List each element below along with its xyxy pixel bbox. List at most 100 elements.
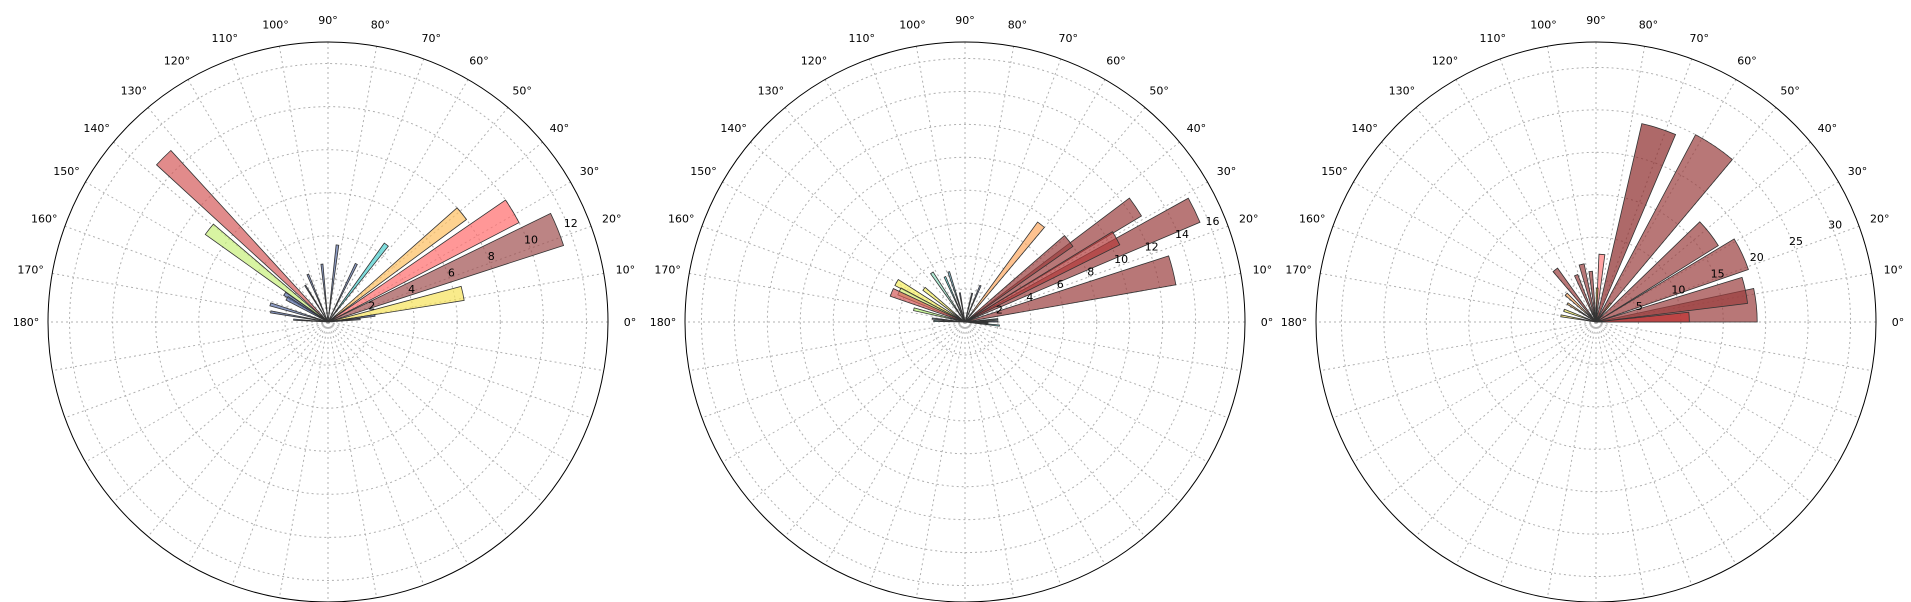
theta-tick-label: 60° [1737, 54, 1757, 67]
theta-tick-label: 10° [1884, 264, 1904, 277]
theta-tick-label: 140° [83, 122, 110, 135]
polar-bar [964, 255, 1177, 323]
polar-bar [1595, 221, 1719, 323]
polar-bar [1573, 273, 1597, 323]
theta-tick-label: 20° [1870, 213, 1890, 226]
theta-tick-label: 70° [422, 32, 442, 45]
r-tick-label: 20 [1750, 251, 1764, 264]
polar-bar [964, 234, 1074, 323]
theta-tick-label: 180° [1281, 316, 1308, 329]
theta-tick-label: 50° [1780, 85, 1800, 98]
polar-bar [964, 292, 974, 323]
polar-plot-1: 0° 10° 20° 30° 40° 50° 60° 70° 80° 90° 100° 110° 120… [13, 14, 637, 602]
r-tick-label: 5 [1636, 300, 1643, 313]
polar-bar [933, 319, 966, 323]
theta-grid-line [868, 58, 1062, 586]
r-tick-label: 14 [1175, 228, 1189, 241]
polar-bar [327, 242, 389, 323]
theta-tick-label: 100° [1530, 19, 1557, 32]
polar-bar [1588, 270, 1597, 323]
polar-bar [327, 262, 358, 323]
theta-tick-label: 130° [121, 85, 148, 98]
polar-bar [204, 223, 329, 323]
polar-bar [155, 149, 329, 323]
theta-tick-label: 150° [53, 165, 80, 178]
r-tick-label: 16 [1205, 215, 1219, 228]
polar-bar [1595, 287, 1599, 323]
polar-bar [327, 199, 520, 323]
polar-bar [270, 310, 329, 323]
r-grid-ring [733, 90, 1197, 554]
polar-bar [913, 307, 966, 323]
theta-tick-label: 40° [1187, 122, 1207, 135]
theta-grid-line [722, 181, 1208, 463]
polar-bar [964, 321, 1000, 327]
polar-bar [931, 317, 966, 323]
polar-bar [958, 292, 966, 323]
theta-grid-line [1353, 181, 1839, 463]
r-tick-label: 6 [1057, 278, 1064, 291]
theta-tick-label: 150° [690, 165, 717, 178]
theta-tick-label: 170° [17, 264, 44, 277]
theta-grid-line [231, 58, 425, 586]
r-tick-label: 2 [368, 300, 375, 313]
theta-grid-line [1499, 58, 1693, 586]
polar-bar [327, 314, 376, 323]
polar-bar [943, 275, 966, 323]
polar-bar [894, 278, 966, 323]
polar-bar [327, 207, 468, 323]
theta-tick-label: 110° [1479, 32, 1506, 45]
polar-bar [320, 263, 329, 323]
theta-tick-label: 100° [262, 19, 289, 32]
theta-tick-label: 160° [668, 213, 695, 226]
polar-bar [1578, 263, 1597, 323]
r-tick-label: 8 [1087, 266, 1094, 279]
polar-bar [1595, 302, 1612, 323]
polar-bar [947, 271, 966, 323]
r-tick-label: 4 [1026, 291, 1033, 304]
theta-tick-label: 170° [1285, 264, 1312, 277]
r-tick-label: 30 [1828, 219, 1842, 232]
polar-bar [293, 318, 329, 323]
theta-tick-label: 0° [1892, 316, 1905, 329]
r-tick-label: 10 [1114, 253, 1128, 266]
r-grid-ring [766, 123, 1164, 521]
theta-tick-label: 30° [1848, 165, 1868, 178]
theta-tick-label: 70° [1059, 32, 1079, 45]
theta-tick-label: 120° [1432, 54, 1459, 67]
theta-tick-label: 160° [31, 213, 58, 226]
r-tick-label: 25 [1789, 235, 1803, 248]
theta-grid-line [868, 58, 1062, 586]
theta-tick-label: 20° [602, 213, 622, 226]
outer-ring [684, 41, 1246, 602]
polar-bar [930, 271, 966, 323]
theta-tick-label: 60° [469, 54, 489, 67]
polar-bar [964, 320, 999, 323]
polar-bar [269, 302, 329, 323]
theta-tick-label: 170° [654, 264, 681, 277]
theta-tick-label: 10° [616, 264, 636, 277]
theta-tick-label: 80° [1008, 19, 1028, 32]
theta-tick-label: 140° [1351, 122, 1378, 135]
theta-tick-label: 0° [624, 316, 637, 329]
theta-tick-label: 180° [650, 316, 677, 329]
theta-grid-line [1499, 58, 1693, 586]
outer-ring [47, 41, 609, 602]
theta-tick-label: 110° [211, 32, 238, 45]
polar-bar [1564, 292, 1597, 323]
r-tick-label: 10 [524, 234, 538, 247]
r-tick-label: 12 [1145, 240, 1159, 253]
polar-bar [1563, 308, 1597, 323]
polar-bar [964, 221, 1045, 323]
polar-bar [1595, 238, 1749, 323]
r-grid-ring [1383, 109, 1809, 535]
theta-tick-label: 40° [550, 122, 570, 135]
polar-bar [1552, 267, 1597, 323]
theta-tick-label: 160° [1299, 213, 1326, 226]
theta-tick-label: 40° [1818, 122, 1838, 135]
polar-bar [327, 285, 465, 323]
theta-tick-label: 90° [955, 14, 975, 27]
r-tick-label: 6 [448, 267, 455, 280]
polar-plot-3: 0° 10° 20° 30° 40° 50° 60° 70° 80° 90° 100° 110° 120… [1281, 14, 1905, 602]
